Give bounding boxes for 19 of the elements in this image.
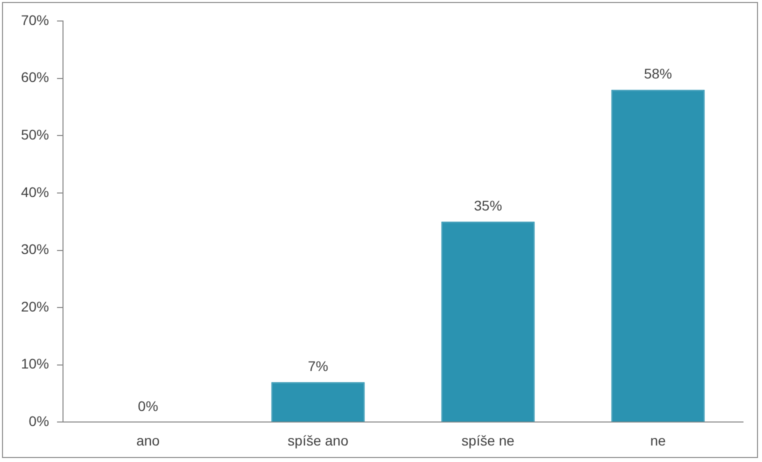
bar bbox=[271, 382, 365, 422]
y-tick-label: 30% bbox=[20, 241, 50, 258]
y-tick-label: 20% bbox=[20, 298, 50, 314]
x-tick-label: ne bbox=[650, 432, 666, 448]
data-label: 58% bbox=[644, 66, 672, 82]
x-tick-label: spíše ano bbox=[288, 432, 349, 448]
y-tick-label: 60% bbox=[20, 69, 50, 86]
bar bbox=[611, 90, 705, 422]
data-label: 35% bbox=[474, 197, 502, 214]
y-tick-label: 0% bbox=[28, 413, 50, 430]
y-tick-label: 40% bbox=[20, 184, 50, 200]
y-tick-label: 70% bbox=[20, 12, 50, 28]
y-tick-label: 10% bbox=[20, 356, 50, 372]
data-label: 0% bbox=[138, 398, 158, 414]
data-label: 7% bbox=[308, 358, 328, 374]
x-tick-label: ano bbox=[136, 432, 160, 448]
bar bbox=[441, 222, 535, 422]
x-tick-label: spíše ne bbox=[462, 432, 515, 448]
y-tick-label: 50% bbox=[20, 126, 50, 142]
